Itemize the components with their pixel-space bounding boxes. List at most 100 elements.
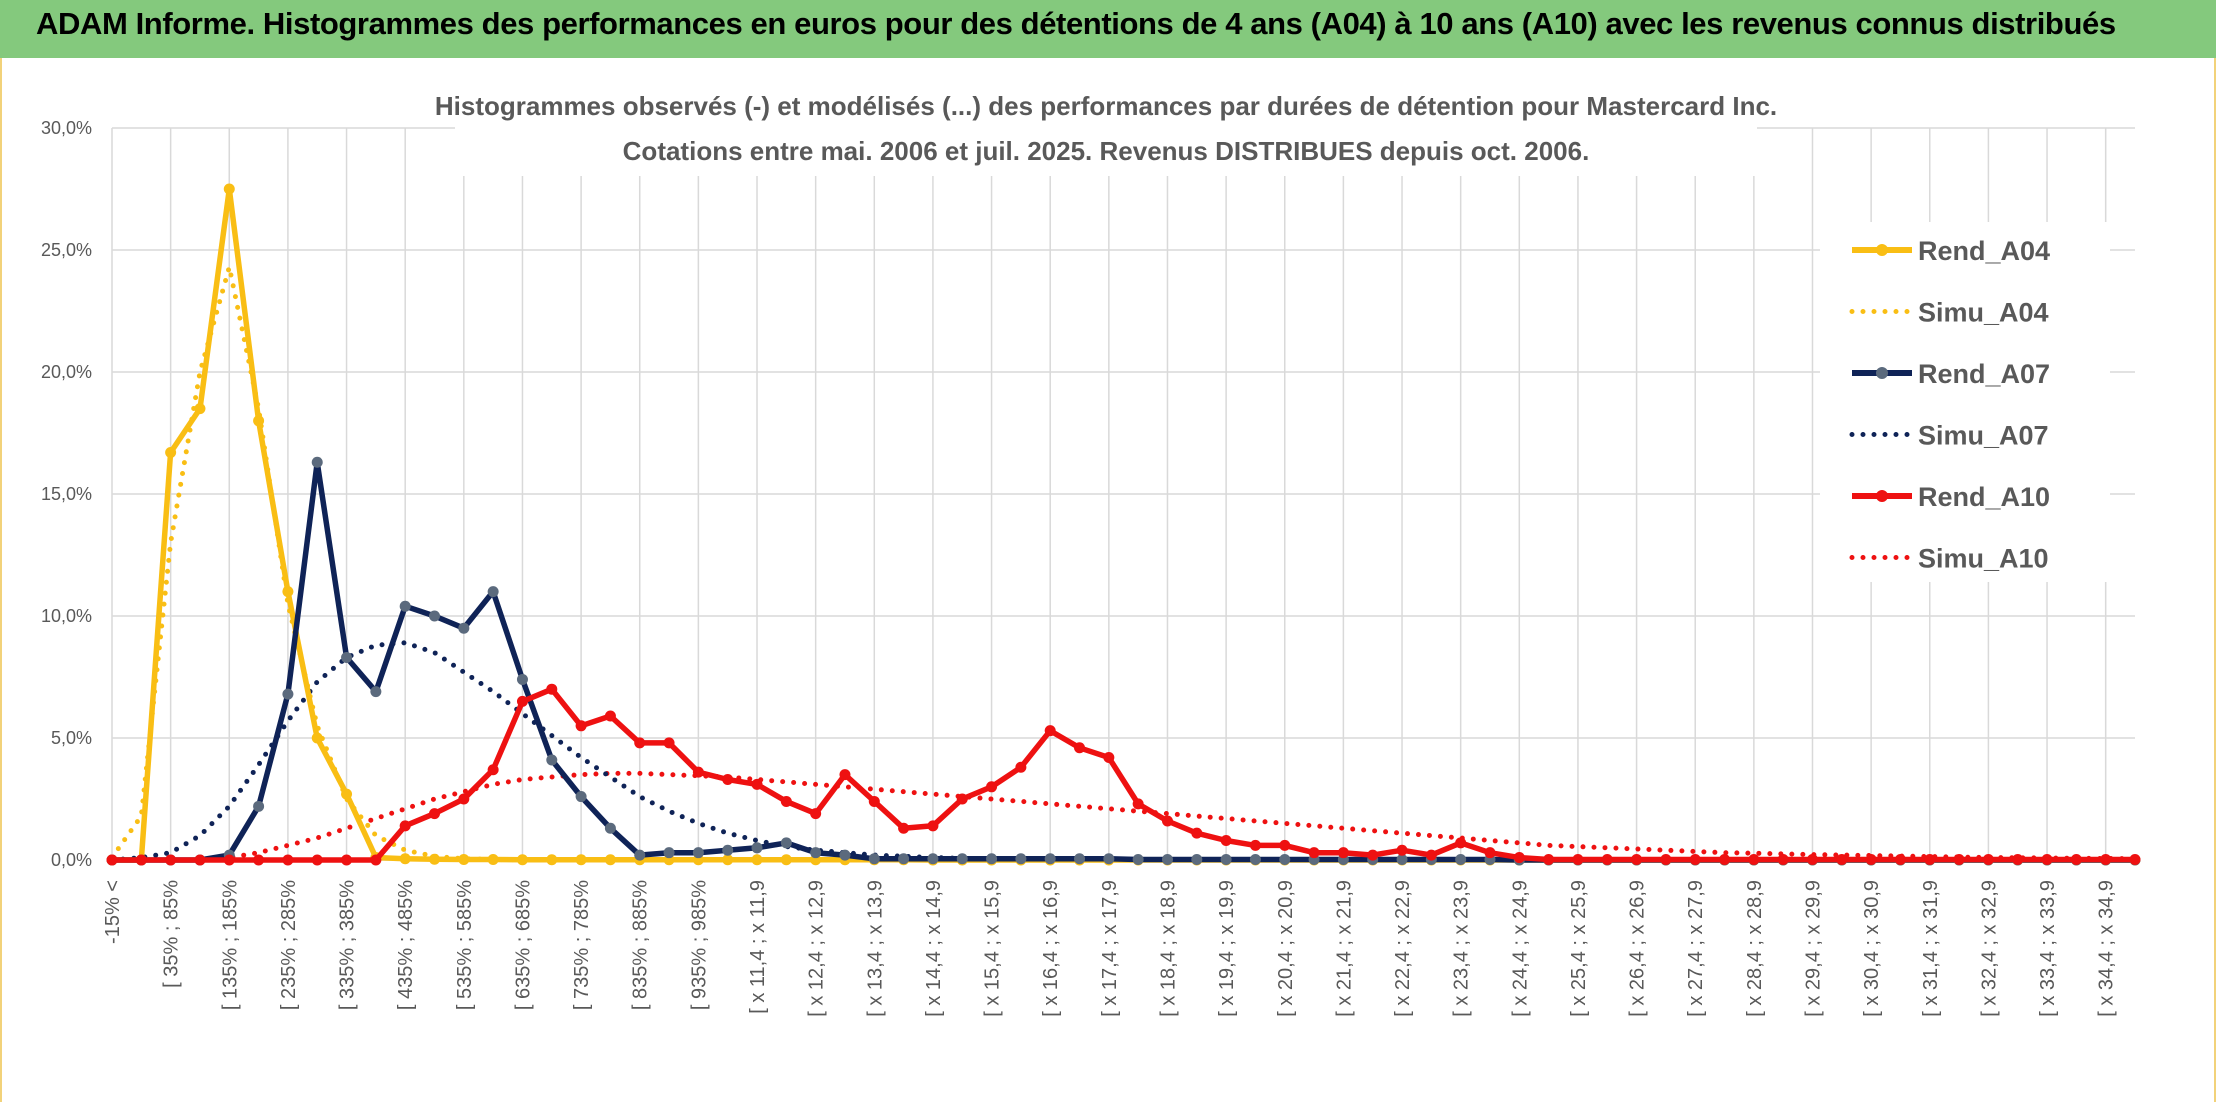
x-tick-label: [ x 14,4 ; x 14,9 bbox=[923, 880, 945, 1017]
chart-legend: Rend_A04 Simu_A04 Rend_A07 Simu_A07 Rend_A10… bbox=[1849, 236, 2050, 574]
x-tick-label: [ 435% ; 485% bbox=[395, 880, 417, 1010]
point-Rend_A10 bbox=[223, 854, 235, 866]
point-Rend_A10 bbox=[1572, 854, 1584, 866]
point-Rend_A07 bbox=[1191, 854, 1203, 866]
point-Rend_A04 bbox=[341, 788, 353, 800]
point-Rend_A07 bbox=[458, 622, 470, 634]
point-Rend_A07 bbox=[722, 844, 734, 856]
point-Rend_A10 bbox=[1161, 815, 1173, 827]
point-Rend_A07 bbox=[487, 586, 499, 598]
point-Rend_A07 bbox=[751, 842, 763, 854]
point-Rend_A10 bbox=[2129, 854, 2141, 866]
x-tick-label: [ x 20,4 ; x 20,9 bbox=[1275, 880, 1297, 1017]
point-Rend_A04 bbox=[253, 415, 265, 427]
point-Rend_A10 bbox=[575, 720, 587, 732]
legend-label-Simu_A10: Simu_A10 bbox=[1918, 544, 2049, 574]
point-Rend_A10 bbox=[1806, 854, 1818, 866]
point-Rend_A07 bbox=[927, 853, 939, 865]
point-Rend_A10 bbox=[663, 737, 675, 749]
point-Rend_A10 bbox=[1484, 847, 1496, 859]
point-Rend_A04 bbox=[399, 853, 411, 865]
x-tick-label: [ x 13,4 ; x 13,9 bbox=[864, 880, 886, 1017]
point-Rend_A10 bbox=[986, 781, 998, 793]
x-tick-label: [ x 15,4 ; x 15,9 bbox=[982, 880, 1004, 1017]
x-tick-label: [ x 30,4 ; x 30,9 bbox=[1861, 880, 1883, 1017]
y-tick-label: 10,0% bbox=[41, 606, 92, 626]
x-tick-label: [ 35% ; 85% bbox=[161, 880, 183, 988]
point-Rend_A07 bbox=[692, 847, 704, 859]
point-Rend_A07 bbox=[839, 849, 851, 861]
point-Rend_A10 bbox=[546, 683, 558, 695]
point-Rend_A10 bbox=[1337, 847, 1349, 859]
report-banner: ADAM Informe. Histogrammes des performan… bbox=[0, 0, 2216, 58]
point-Rend_A07 bbox=[1044, 853, 1056, 865]
series-line-Rend_A10 bbox=[112, 686, 2135, 863]
point-Rend_A04 bbox=[282, 586, 294, 598]
point-Rend_A10 bbox=[1396, 844, 1408, 856]
point-Rend_A10 bbox=[1719, 854, 1731, 866]
point-Rend_A07 bbox=[634, 849, 646, 861]
point-Rend_A10 bbox=[898, 822, 910, 834]
x-tick-label: [ x 22,4 ; x 22,9 bbox=[1392, 880, 1414, 1017]
point-Rend_A07 bbox=[956, 853, 968, 865]
x-tick-label: [ x 17,4 ; x 17,9 bbox=[1099, 880, 1121, 1017]
point-Rend_A10 bbox=[1103, 752, 1115, 764]
point-Rend_A04 bbox=[311, 732, 323, 744]
point-Rend_A10 bbox=[780, 795, 792, 807]
point-Rend_A07 bbox=[1132, 854, 1144, 866]
chart-subtitle: Cotations entre mai. 2006 et juil. 2025.… bbox=[623, 136, 1590, 166]
point-Rend_A10 bbox=[194, 854, 206, 866]
x-tick-label: [ x 18,4 ; x 18,9 bbox=[1157, 880, 1179, 1017]
point-Rend_A07 bbox=[986, 853, 998, 865]
x-tick-label: [ x 28,4 ; x 28,9 bbox=[1744, 880, 1766, 1017]
point-Rend_A10 bbox=[253, 854, 265, 866]
series-line-Simu_A10 bbox=[109, 770, 2138, 863]
point-Rend_A10 bbox=[1631, 854, 1643, 866]
point-Rend_A07 bbox=[868, 853, 880, 865]
point-Rend_A07 bbox=[311, 456, 323, 468]
x-tick-label: [ x 33,4 ; x 33,9 bbox=[2037, 880, 2059, 1017]
point-Rend_A10 bbox=[751, 778, 763, 790]
legend-label-Simu_A04: Simu_A04 bbox=[1918, 298, 2049, 328]
point-Rend_A04 bbox=[575, 854, 587, 866]
point-Rend_A10 bbox=[634, 737, 646, 749]
x-tick-label: [ x 23,4 ; x 23,9 bbox=[1451, 880, 1473, 1017]
legend-background bbox=[1820, 222, 2110, 582]
x-tick-label: [ x 24,4 ; x 24,9 bbox=[1509, 880, 1531, 1017]
point-Rend_A10 bbox=[370, 854, 382, 866]
point-Rend_A04 bbox=[429, 853, 441, 865]
point-Rend_A10 bbox=[1836, 854, 1848, 866]
point-Rend_A10 bbox=[1865, 854, 1877, 866]
point-Rend_A10 bbox=[165, 854, 177, 866]
point-Rend_A10 bbox=[106, 854, 118, 866]
point-Rend_A10 bbox=[1074, 742, 1086, 754]
series-layer bbox=[106, 183, 2141, 866]
point-Rend_A10 bbox=[311, 854, 323, 866]
point-Rend_A07 bbox=[253, 800, 265, 812]
point-Rend_A10 bbox=[399, 820, 411, 832]
point-Rend_A07 bbox=[429, 610, 441, 622]
point-Rend_A07 bbox=[516, 673, 528, 685]
x-tick-label: [ x 26,4 ; x 26,9 bbox=[1627, 880, 1649, 1017]
point-Rend_A07 bbox=[1220, 854, 1232, 866]
point-Rend_A10 bbox=[1748, 854, 1760, 866]
point-Rend_A07 bbox=[546, 754, 558, 766]
y-tick-label: 20,0% bbox=[41, 362, 92, 382]
point-Rend_A07 bbox=[370, 686, 382, 698]
point-Rend_A04 bbox=[516, 854, 528, 866]
point-Rend_A10 bbox=[1513, 852, 1525, 864]
legend-marker-Rend_A10 bbox=[1876, 490, 1888, 502]
chart-title: Histogrammes observés (-) et modélisés (… bbox=[435, 91, 1777, 121]
legend-label-Rend_A04: Rend_A04 bbox=[1918, 236, 2050, 266]
x-tick-label: [ 235% ; 285% bbox=[278, 880, 300, 1010]
point-Rend_A04 bbox=[722, 854, 734, 866]
x-tick-label: [ x 25,4 ; x 25,9 bbox=[1568, 880, 1590, 1017]
y-tick-label: 30,0% bbox=[41, 118, 92, 138]
point-Rend_A10 bbox=[1425, 849, 1437, 861]
point-Rend_A10 bbox=[722, 773, 734, 785]
point-Rend_A07 bbox=[399, 600, 411, 612]
point-Rend_A04 bbox=[165, 447, 177, 459]
x-tick-label: [ x 27,4 ; x 27,9 bbox=[1685, 880, 1707, 1017]
point-Rend_A10 bbox=[1279, 839, 1291, 851]
